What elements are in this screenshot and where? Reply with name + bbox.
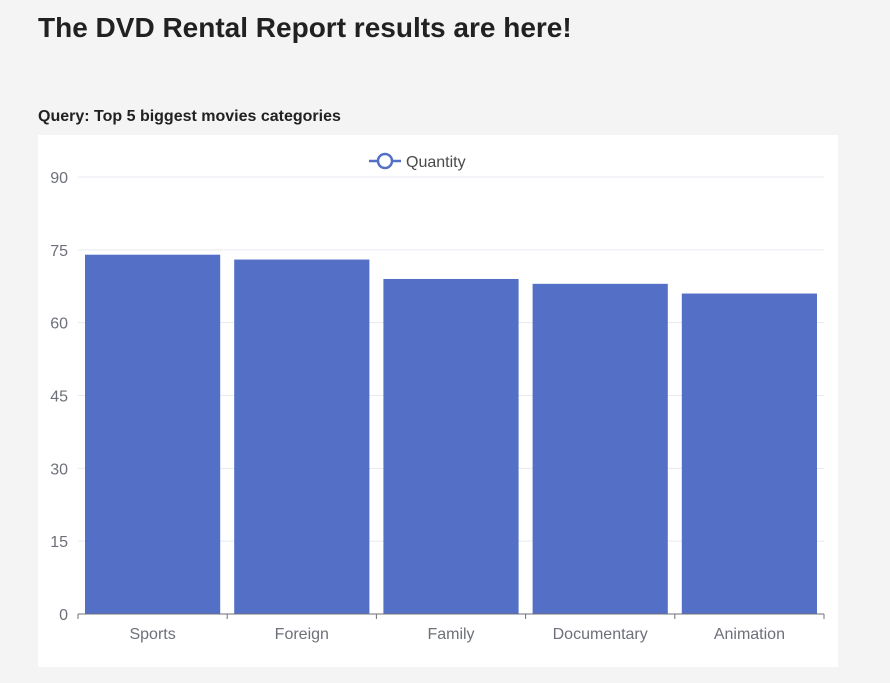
bar-sports[interactable] <box>85 254 221 614</box>
legend-label[interactable]: Quantity <box>406 154 466 171</box>
bar-chart: 0 15 30 45 60 75 90 Sports Foreign Family Document… <box>50 152 825 643</box>
y-tick-label: 45 <box>50 389 68 406</box>
x-tick-label: Family <box>427 626 474 643</box>
bar-animation[interactable] <box>681 293 817 614</box>
y-tick-label: 15 <box>50 534 68 551</box>
x-tick-label: Foreign <box>275 626 329 643</box>
y-tick-label: 75 <box>50 243 68 260</box>
chart-panel: 0 15 30 45 60 75 90 Sports Foreign Family Document… <box>38 135 838 667</box>
x-tick-label: Sports <box>129 626 175 643</box>
x-tick-label: Documentary <box>553 626 648 643</box>
bar-family[interactable] <box>383 278 519 614</box>
y-tick-label: 0 <box>59 607 68 624</box>
axes: 0 15 30 45 60 75 90 Sports Foreign Family Document… <box>50 170 825 643</box>
y-tick-label: 30 <box>50 461 68 478</box>
y-tick-label: 60 <box>50 316 68 333</box>
page-title: The DVD Rental Report results are here! <box>38 12 572 43</box>
query-label: Query: Top 5 biggest movies categories <box>38 108 341 125</box>
bar-foreign[interactable] <box>234 259 370 614</box>
y-tick-label: 90 <box>50 170 68 187</box>
x-tick-label: Animation <box>714 626 785 643</box>
bar-documentary[interactable] <box>532 283 668 614</box>
legend[interactable]: Quantity <box>369 152 466 171</box>
legend-marker-icon <box>376 152 394 170</box>
bars <box>85 254 817 614</box>
